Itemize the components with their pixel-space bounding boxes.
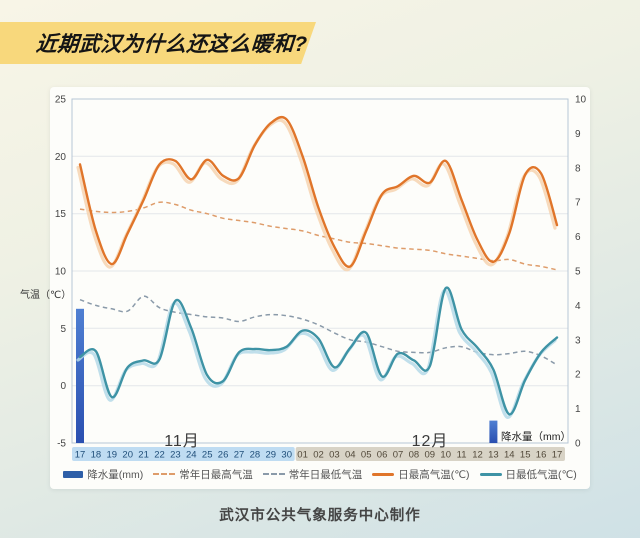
y-right-tick-label: 1 [575,404,581,415]
december-band [295,447,565,461]
x-tick-label: 28 [250,450,261,461]
normal-max-line [79,201,558,271]
x-tick-label: 12 [472,450,483,461]
x-tick-label: 16 [536,450,547,461]
x-tick-label: 07 [393,450,404,461]
x-tick-label: 26 [218,450,229,461]
x-tick-label: 17 [75,450,86,461]
november-band [72,447,295,461]
x-tick-label: 09 [425,450,436,461]
month-label-december: 12月 [411,433,449,450]
x-tick-label: 27 [234,450,245,461]
x-tick-label: 30 [281,450,292,461]
y-left-tick-label: 15 [55,209,67,220]
legend-line-swatch [479,472,502,476]
precipitation-axis-title: 降水量（mm） [501,431,571,443]
legend-item: 降水量(mm) [63,467,143,482]
x-tick-label: 18 [91,450,102,461]
y-left-tick-label: 0 [60,381,66,392]
x-tick-label: 17 [552,450,563,461]
legend-label: 常年日最低气温 [288,468,363,481]
x-tick-label: 29 [266,450,277,461]
chart-legend: 降水量(mm) 常年日最高气温 常年日最低气温 日最高气温(℃) 日最低气温(℃) [50,461,590,487]
x-tick-label: 06 [377,450,388,461]
y-right-tick-label: 7 [575,198,581,209]
x-tick-label: 21 [138,450,149,461]
x-tick-label: 19 [107,450,118,461]
legend-label: 日最低气温(℃) [505,468,577,481]
precipitation-bar [489,420,498,443]
legend-label: 降水量(mm) [87,468,144,481]
x-tick-label: 08 [409,450,420,461]
chart-card: -5 0 5 10 15 20 25 0 1 2 3 4 5 6 7 8 9 10 17 18 19 20 21 22 23 24… [50,87,590,489]
y-right-tick-label: 9 [575,129,581,140]
legend-item: 常年日最低气温 [262,467,363,482]
x-tick-label: 01 [297,450,308,461]
daily-max-line-shadow [76,118,557,272]
legend-label: 常年日最高气温 [179,468,253,481]
y-right-tick-label: 4 [575,301,581,312]
x-tick-label: 04 [345,450,356,461]
y-right-tick-label: 6 [575,232,581,243]
y-right-tick-label: 0 [575,439,581,450]
x-tick-label: 03 [329,450,340,461]
daily-max-line [78,115,559,268]
legend-item: 常年日最高气温 [153,467,253,482]
legend-bar-swatch [63,470,84,478]
page-title: 近期武汉为什么还这么暖和? [35,33,309,56]
x-tick-label: 24 [186,450,197,461]
x-tick-label: 25 [202,450,213,461]
title-banner: 近期武汉为什么还这么暖和? [0,22,316,64]
x-tick-label: 22 [154,450,165,461]
y-left-tick-label: 10 [55,267,67,278]
month-label-november: 11月 [164,433,200,450]
y-right-tick-label: 3 [575,335,581,346]
legend-dashed-swatch [153,473,176,475]
x-tick-label: 20 [122,450,133,461]
x-tick-label: 14 [504,450,515,461]
daily-min-line [78,286,559,416]
legend-item: 日最高气温(℃) [372,467,470,482]
caption: 武汉市公共气象服务中心制作 [219,508,421,524]
x-tick-label: 05 [361,450,372,461]
x-tick-label: 11 [457,450,467,461]
legend-dashed-swatch [262,473,285,475]
x-tick-label: 02 [313,450,324,461]
y-left-tick-label: 5 [60,324,66,335]
y-left-tick-label: 25 [55,95,67,106]
x-tick-label: 23 [170,450,181,461]
y-right-tick-label: 8 [575,163,581,174]
y-right-tick-label: 5 [575,267,581,278]
legend-label: 日最高气温(℃) [398,468,470,481]
y-left-tick-label: 20 [55,152,67,163]
y-right-tick-label: 2 [575,370,581,381]
plot-border [71,98,569,444]
y-right-tick-label: 10 [575,95,587,106]
normal-min-line [79,295,558,366]
x-tick-label: 15 [520,450,531,461]
y-left-tick-label: -5 [57,439,66,450]
legend-item: 日最低气温(℃) [479,467,577,482]
x-tick-label: 13 [488,450,499,461]
x-tick-label: 10 [440,450,451,461]
legend-line-swatch [372,472,395,476]
temperature-axis-title: 气温（℃） [20,290,72,301]
precipitation-bar [76,308,84,443]
